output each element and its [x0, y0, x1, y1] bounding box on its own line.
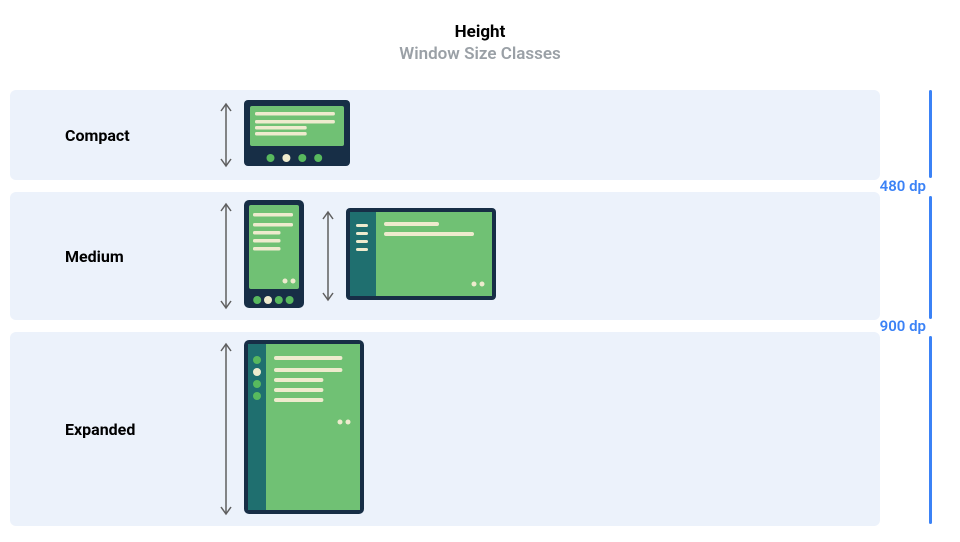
medium-devices	[220, 192, 496, 320]
scale-segment	[929, 196, 932, 319]
scale-label: 900 dp	[880, 317, 926, 335]
height-arrow-icon	[322, 210, 334, 302]
height-arrow-icon	[220, 202, 232, 310]
phone-landscape-icon	[244, 100, 350, 170]
scale-segment	[929, 90, 932, 178]
scale-ruler: 480 dp 900 dp	[882, 90, 932, 525]
row-expanded: Expanded	[10, 332, 880, 526]
scale-label: 480 dp	[880, 177, 926, 195]
subtitle: Window Size Classes	[0, 44, 960, 64]
height-arrow-icon	[220, 102, 232, 168]
row-label-expanded: Expanded	[65, 420, 220, 439]
header: Height Window Size Classes	[0, 0, 960, 64]
compact-devices	[220, 90, 350, 180]
scale-segment	[929, 336, 932, 524]
tablet-landscape-icon	[346, 208, 496, 304]
title: Height	[0, 22, 960, 42]
row-medium: Medium	[10, 192, 880, 320]
row-label-compact: Compact	[65, 126, 220, 145]
expanded-devices	[220, 332, 364, 526]
row-label-medium: Medium	[65, 247, 220, 266]
tablet-portrait-icon	[244, 340, 364, 518]
rows-container: Compact Medium	[10, 90, 880, 538]
row-compact: Compact	[10, 90, 880, 180]
height-arrow-icon	[220, 342, 232, 516]
phone-portrait-icon	[244, 200, 304, 312]
